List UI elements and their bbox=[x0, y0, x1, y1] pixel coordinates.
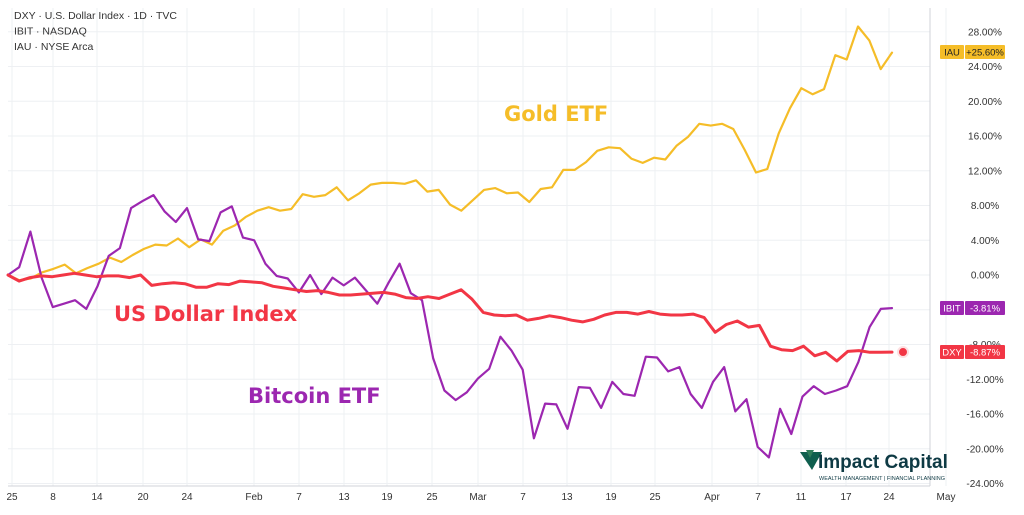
badge-ticker: IAU bbox=[944, 48, 960, 59]
badge-ticker-bg bbox=[940, 45, 964, 59]
brand-name: Impact Capital bbox=[818, 452, 948, 473]
y-tick-label: -24.00% bbox=[966, 479, 1003, 490]
logo-mark-accent-icon bbox=[806, 450, 814, 458]
series-annotation: Gold ETF bbox=[504, 102, 608, 126]
series-annotation: Bitcoin ETF bbox=[248, 384, 381, 408]
badge-ticker: DXY bbox=[942, 348, 962, 359]
badge-value: -8.87% bbox=[970, 348, 1001, 359]
series-line-ibit bbox=[6, 194, 894, 459]
y-tick-label: 28.00% bbox=[968, 27, 1002, 38]
badge-value-bg bbox=[965, 301, 1005, 315]
x-tick-label: 7 bbox=[296, 492, 302, 503]
y-tick-label: -20.00% bbox=[966, 444, 1003, 455]
y-tick-label: 4.00% bbox=[971, 236, 999, 247]
badge-value: +25.60% bbox=[966, 48, 1004, 59]
badge-ticker-bg bbox=[940, 301, 964, 315]
legend-line: IBIT · NASDAQ bbox=[14, 26, 87, 38]
y-tick-label: -12.00% bbox=[966, 375, 1003, 386]
x-tick-label: 7 bbox=[520, 492, 526, 503]
price-badge-ibit: IBIT -3.81% bbox=[940, 301, 1005, 315]
logo-mark-icon bbox=[800, 452, 822, 470]
x-tick-label: 11 bbox=[796, 492, 807, 503]
x-tick-label: 24 bbox=[181, 492, 193, 503]
dxy-last-point bbox=[897, 346, 909, 359]
x-tick-label: 25 bbox=[649, 492, 661, 503]
x-tick-label: 13 bbox=[338, 492, 350, 503]
y-tick-label: 24.00% bbox=[968, 62, 1002, 73]
price-badges: IAU +25.60% DXY -8.87% IBIT -3.81% bbox=[940, 45, 1005, 359]
x-tick-label: May bbox=[937, 492, 956, 503]
badge-value: -3.81% bbox=[970, 304, 1001, 315]
x-tick-label: 7 bbox=[755, 492, 761, 503]
badge-value-bg bbox=[965, 45, 1005, 59]
x-tick-label: Feb bbox=[245, 492, 263, 503]
y-tick-label: 16.00% bbox=[968, 132, 1002, 143]
series-annotation: US Dollar Index bbox=[114, 302, 298, 326]
y-tick-label: 12.00% bbox=[968, 166, 1002, 177]
badge-ticker-bg bbox=[940, 345, 964, 359]
price-badge-dxy: DXY -8.87% bbox=[940, 345, 1005, 359]
badge-value-bg bbox=[965, 345, 1005, 359]
legend-line: IAU · NYSE Arca bbox=[14, 41, 94, 53]
series-line-iau bbox=[6, 25, 894, 282]
x-tick-label: Mar bbox=[469, 492, 487, 503]
x-tick-label: Apr bbox=[704, 492, 720, 503]
x-tick-label: 17 bbox=[840, 492, 852, 503]
y-tick-label: 0.00% bbox=[971, 271, 999, 282]
legend-line: DXY · U.S. Dollar Index · 1D · TVC bbox=[14, 10, 177, 22]
x-tick-label: 24 bbox=[883, 492, 895, 503]
brand-tagline: WEALTH MANAGEMENT | FINANCIAL PLANNING bbox=[819, 476, 945, 482]
x-tick-label: 25 bbox=[6, 492, 18, 503]
x-axis: 25 8 14 20 24 Feb 7 13 19 25 Mar 7 13 19 25 Apr 7 11 17 24 M… bbox=[6, 485, 956, 503]
impact-capital-logo: Impact Capital WEALTH MANAGEMENT | FINAN… bbox=[800, 450, 948, 482]
x-tick-label: 20 bbox=[137, 492, 149, 503]
x-tick-label: 19 bbox=[605, 492, 617, 503]
y-tick-label: -16.00% bbox=[966, 410, 1003, 421]
series-line-dxy bbox=[6, 271, 894, 363]
legend: DXY · U.S. Dollar Index · 1D · TVC IBIT ·… bbox=[14, 10, 177, 53]
y-tick-label: 20.00% bbox=[968, 97, 1002, 108]
price-badge-iau: IAU +25.60% bbox=[940, 45, 1005, 59]
x-tick-label: 13 bbox=[561, 492, 573, 503]
badge-ticker: IBIT bbox=[943, 304, 961, 315]
x-tick-label: 19 bbox=[381, 492, 393, 503]
series-labels: Gold ETF US Dollar Index Bitcoin ETF bbox=[114, 102, 608, 408]
y-tick-label: 8.00% bbox=[971, 201, 999, 212]
x-tick-label: 25 bbox=[426, 492, 438, 503]
y-axis: 28.00% 24.00% 20.00% 16.00% 12.00% 8.00% 4.00%… bbox=[929, 8, 1004, 490]
x-tick-label: 8 bbox=[50, 492, 56, 503]
x-tick-label: 14 bbox=[91, 492, 103, 503]
series-lines bbox=[6, 25, 909, 459]
